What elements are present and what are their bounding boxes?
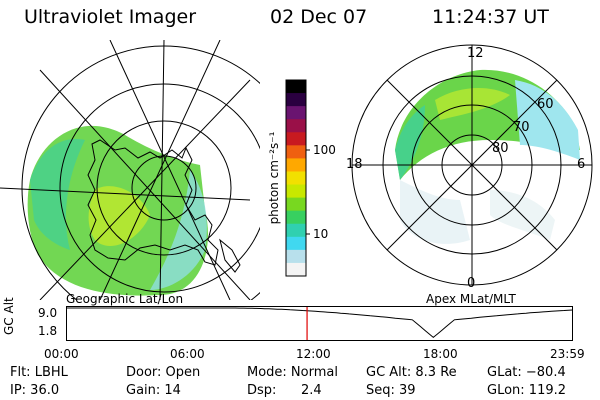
instrument-title: Ultraviolet Imager bbox=[24, 6, 197, 28]
colorbar-band bbox=[286, 197, 306, 212]
flt-info: Flt: LBHL bbox=[10, 365, 68, 380]
colorbar-band bbox=[286, 223, 306, 238]
xtick-1200: 12:00 bbox=[296, 347, 331, 361]
altitude-curve bbox=[66, 307, 573, 339]
colorbar-band bbox=[286, 210, 306, 225]
xtick-1800: 18:00 bbox=[423, 347, 458, 361]
dsp-value: 2.4 bbox=[301, 383, 322, 398]
gc-alt-info: GC Alt: 8.3 Re bbox=[366, 365, 457, 380]
colorbar-band bbox=[286, 236, 306, 251]
colorbar-band bbox=[286, 249, 306, 264]
colorbar-band bbox=[286, 171, 306, 186]
geographic-map bbox=[0, 40, 260, 300]
colorbar-band bbox=[286, 262, 306, 277]
mlt-12-label: 12 bbox=[467, 46, 484, 61]
glon-info: GLon: 119.2 bbox=[487, 383, 567, 398]
glat-info: GLat: −80.4 bbox=[487, 365, 566, 380]
magnetic-map bbox=[351, 44, 593, 286]
gain-info: Gain: 14 bbox=[126, 383, 181, 398]
colorbar bbox=[285, 79, 310, 277]
altitude-ylabel: GC Alt bbox=[2, 297, 16, 335]
mode-info: Mode: Normal bbox=[247, 365, 338, 380]
altitude-ytick-min: 1.8 bbox=[38, 324, 58, 338]
colorbar-label: photon cm⁻²s⁻¹ bbox=[267, 131, 281, 225]
dsp-label: Dsp: bbox=[247, 383, 277, 398]
colorbar-tick-100: 100 bbox=[313, 143, 336, 157]
colorbar-band bbox=[286, 158, 306, 172]
mlt-0-label: 0 bbox=[467, 276, 476, 291]
colorbar-band bbox=[286, 93, 306, 107]
date-label: 02 Dec 07 bbox=[270, 6, 368, 28]
xtick-0600: 06:00 bbox=[170, 347, 205, 361]
left-map-label: Geographic Lat/Lon bbox=[66, 292, 184, 306]
colorbar-band bbox=[286, 106, 306, 120]
xtick-0000: 00:00 bbox=[44, 347, 79, 361]
time-label: 11:24:37 UT bbox=[432, 6, 549, 28]
colorbar-band bbox=[286, 184, 306, 199]
mlt-18-label: 18 bbox=[346, 157, 363, 172]
right-map-label: Apex MLat/MLT bbox=[426, 292, 516, 306]
mlat-60-label: 60 bbox=[537, 97, 554, 112]
mlat-80-label: 80 bbox=[492, 141, 509, 156]
ip-info: IP: 36.0 bbox=[10, 383, 60, 398]
altitude-ytick-max: 9.0 bbox=[38, 306, 58, 320]
colorbar-band bbox=[286, 145, 306, 159]
seq-info: Seq: 39 bbox=[366, 383, 416, 398]
door-info: Door: Open bbox=[126, 365, 201, 380]
mlt-6-label: 6 bbox=[577, 157, 586, 172]
colorbar-band bbox=[286, 80, 306, 94]
altitude-plot bbox=[66, 306, 573, 341]
colorbar-tick-10: 10 bbox=[313, 227, 329, 241]
mlat-70-label: 70 bbox=[513, 120, 530, 135]
xtick-2359: 23:59 bbox=[550, 347, 585, 361]
colorbar-band bbox=[286, 119, 306, 133]
colorbar-band bbox=[286, 132, 306, 146]
coastline bbox=[87, 139, 219, 266]
